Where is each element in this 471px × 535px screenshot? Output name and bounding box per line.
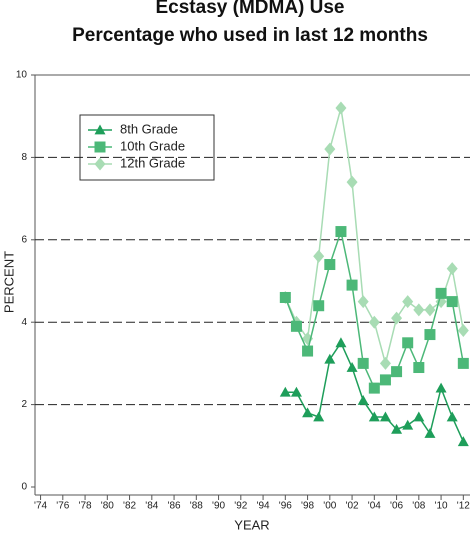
x-tick-label: '06 (390, 501, 403, 512)
x-tick-label: '08 (412, 501, 425, 512)
x-tick-label: '88 (190, 501, 203, 512)
x-tick-label: '86 (168, 501, 181, 512)
marker (302, 345, 314, 357)
marker (446, 262, 458, 276)
marker (413, 411, 425, 422)
x-tick-label: '84 (145, 501, 158, 512)
marker (290, 386, 302, 397)
legend-label: 10th Grade (120, 138, 185, 153)
marker (424, 427, 436, 438)
marker (279, 386, 291, 397)
marker (324, 353, 336, 364)
marker (446, 411, 458, 422)
x-tick-label: '90 (212, 501, 225, 512)
marker (379, 411, 391, 422)
x-tick-label: '00 (323, 501, 336, 512)
y-tick-label: 8 (21, 152, 27, 163)
x-tick-label: '02 (346, 501, 359, 512)
y-tick-label: 10 (16, 70, 28, 81)
legend-label: 8th Grade (120, 121, 178, 136)
marker (457, 357, 469, 369)
marker (457, 323, 469, 337)
x-tick-label: '92 (234, 501, 247, 512)
x-tick-label: '12 (457, 501, 470, 512)
marker (279, 291, 291, 303)
marker (435, 382, 447, 393)
marker (446, 296, 458, 308)
y-tick-label: 2 (21, 399, 27, 410)
y-tick-label: 4 (21, 317, 27, 328)
marker (413, 362, 425, 374)
marker (313, 300, 325, 312)
marker (335, 226, 347, 238)
marker (313, 249, 325, 263)
marker (346, 362, 358, 372)
x-tick-label: '74 (34, 501, 47, 512)
x-tick-label: '96 (279, 501, 292, 512)
y-tick-label: 6 (21, 234, 27, 245)
marker (379, 356, 391, 370)
marker (335, 337, 347, 348)
marker (402, 419, 414, 430)
marker (313, 411, 325, 422)
x-tick-label: '10 (435, 501, 448, 512)
x-tick-label: '80 (101, 501, 114, 512)
marker (379, 374, 391, 386)
marker (302, 407, 314, 418)
marker (368, 315, 380, 329)
marker (94, 124, 106, 135)
x-tick-label: '94 (257, 501, 270, 512)
x-tick-label: '76 (56, 501, 69, 512)
marker (402, 295, 414, 309)
legend-label: 12th Grade (120, 155, 185, 170)
marker (346, 279, 358, 291)
x-tick-label: '82 (123, 501, 136, 512)
marker (335, 101, 347, 115)
marker (94, 157, 106, 171)
marker (290, 320, 302, 332)
y-axis-label: PERCENT (1, 251, 16, 313)
marker (391, 311, 403, 325)
marker (346, 175, 358, 189)
x-axis-label: YEAR (234, 517, 269, 532)
marker (424, 303, 436, 317)
marker (424, 329, 436, 341)
marker (368, 382, 380, 394)
marker (368, 411, 380, 422)
x-tick-label: '98 (301, 501, 314, 512)
marker (357, 295, 369, 309)
marker (94, 141, 106, 153)
chart-title: Ecstasy (MDMA) Use (156, 0, 345, 18)
marker (402, 337, 414, 349)
marker (435, 287, 447, 299)
y-tick-label: 0 (21, 482, 27, 493)
marker (457, 436, 469, 447)
chart-subtitle: Percentage who used in last 12 months (72, 25, 428, 46)
marker (413, 303, 425, 317)
marker (357, 394, 369, 405)
x-tick-label: '78 (79, 501, 92, 512)
marker (357, 357, 369, 369)
marker (391, 423, 403, 434)
marker (391, 366, 403, 378)
marker (324, 142, 336, 156)
x-tick-label: '04 (368, 501, 381, 512)
marker (324, 259, 336, 271)
